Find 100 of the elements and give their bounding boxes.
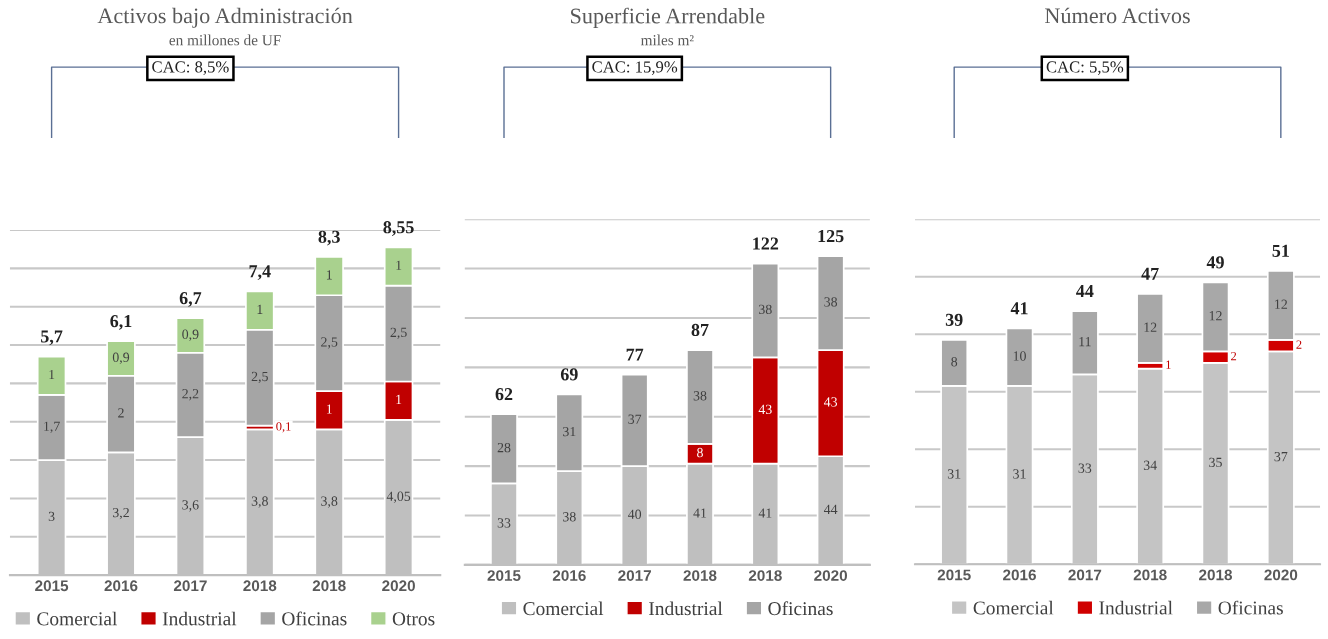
legend-label: Otros xyxy=(392,612,435,626)
total-label: 8,55 xyxy=(383,221,414,236)
data-label: 37 xyxy=(628,414,642,424)
data-label: 0,1 xyxy=(276,422,291,433)
data-label: 35 xyxy=(1209,457,1222,468)
data-label: 10 xyxy=(1013,351,1026,361)
data-label: 1,7 xyxy=(44,421,60,433)
chart-subtitle: miles m² xyxy=(640,34,694,46)
x-tick-label: 2016 xyxy=(1003,569,1036,581)
total-label: 6,7 xyxy=(179,292,202,307)
data-label: 11 xyxy=(1079,336,1091,347)
data-label: 2 xyxy=(118,408,124,418)
total-label: 8,3 xyxy=(318,230,340,246)
data-label: 2 xyxy=(1231,351,1237,361)
data-label: 1 xyxy=(1166,360,1171,369)
x-tick-label: 2015 xyxy=(487,570,521,581)
x-tick-label: 2015 xyxy=(35,580,69,592)
x-tick-label: 2016 xyxy=(104,580,138,592)
total-label: 44 xyxy=(1076,285,1094,297)
data-label: 3,8 xyxy=(321,496,338,508)
total-label: 122 xyxy=(753,237,779,250)
legend-label: Industrial xyxy=(162,611,237,626)
data-label: 2,2 xyxy=(182,389,199,401)
x-tick-label: 2018 xyxy=(243,580,277,592)
data-label: 41 xyxy=(758,508,772,518)
data-label: 4,05 xyxy=(386,491,411,503)
data-label: 8 xyxy=(951,357,958,367)
total-label: 49 xyxy=(1206,256,1224,269)
data-label: 31 xyxy=(1013,469,1026,479)
data-label: 3,6 xyxy=(182,500,199,512)
x-tick-label: 2020 xyxy=(814,570,848,581)
total-label: 62 xyxy=(495,388,513,401)
data-label: 12 xyxy=(1275,299,1288,309)
x-tick-label: 2016 xyxy=(552,570,586,581)
total-label: 7,4 xyxy=(249,265,271,280)
chart-subtitle: en millones de UF xyxy=(169,34,281,46)
data-label: 12 xyxy=(1209,311,1222,321)
total-label: 125 xyxy=(818,230,844,243)
total-label: 41 xyxy=(1010,302,1028,315)
legend-label: Industrial xyxy=(1099,600,1173,615)
total-label: 51 xyxy=(1272,244,1289,257)
data-label: 28 xyxy=(497,442,511,453)
data-label: 2,5 xyxy=(251,371,268,384)
text: CAC: 15,9% xyxy=(592,61,678,75)
total-label: 47 xyxy=(1141,267,1159,280)
data-label: 37 xyxy=(1274,451,1288,462)
data-label: 44 xyxy=(823,504,838,514)
data-label: 38 xyxy=(759,304,772,315)
x-tick-label: 2018 xyxy=(1133,569,1167,581)
data-label: 0,9 xyxy=(182,329,199,341)
total-label: 39 xyxy=(945,313,963,326)
data-label: 1 xyxy=(396,260,402,270)
x-tick-label: 2017 xyxy=(173,580,207,592)
data-label: 34 xyxy=(1143,460,1157,470)
total-label: 77 xyxy=(626,348,644,361)
data-label: 41 xyxy=(693,508,707,518)
x-tick-label: 2018 xyxy=(748,570,782,581)
data-label: 3,8 xyxy=(251,496,268,508)
data-label: 1 xyxy=(257,304,263,314)
data-label: 3,2 xyxy=(112,507,129,520)
data-label: 43 xyxy=(823,397,838,407)
x-tick-label: 2015 xyxy=(937,569,971,581)
data-label: 1 xyxy=(326,404,332,414)
x-tick-label: 2018 xyxy=(312,580,346,592)
x-tick-label: 2020 xyxy=(1264,569,1298,581)
data-label: 3 xyxy=(48,511,55,522)
data-label: 2 xyxy=(1296,340,1302,349)
data-label: 33 xyxy=(497,518,511,528)
data-label: 8 xyxy=(697,447,703,458)
data-label: 1 xyxy=(49,369,55,380)
chart-title: Número Activos xyxy=(1045,7,1190,24)
data-label: 12 xyxy=(1144,322,1157,332)
data-label: 0,9 xyxy=(112,352,130,364)
legend-label: Oficinas xyxy=(1218,600,1283,615)
x-tick-label: 2017 xyxy=(618,570,651,581)
legend-label: Oficinas xyxy=(282,611,347,626)
data-label: 33 xyxy=(1078,463,1092,473)
total-label: 6,1 xyxy=(110,315,132,330)
x-tick-label: 2018 xyxy=(683,570,717,581)
chart-title: Activos bajo Administración xyxy=(97,7,353,28)
legend-label: Oficinas xyxy=(768,601,833,616)
x-tick-label: 2018 xyxy=(1199,569,1233,581)
data-label: 43 xyxy=(758,404,772,415)
data-label: 38 xyxy=(563,512,576,522)
total-label: 69 xyxy=(560,368,578,381)
total-label: 87 xyxy=(691,323,709,337)
data-label: 38 xyxy=(824,297,838,307)
text: CAC: 8,5% xyxy=(152,61,229,75)
legend-label: Industrial xyxy=(649,601,723,616)
chart-title: Superficie Arrendable xyxy=(571,7,765,29)
data-label: 2,5 xyxy=(390,327,407,340)
data-label: 31 xyxy=(947,469,961,479)
x-tick-label: 2017 xyxy=(1068,569,1102,581)
x-tick-label: 2020 xyxy=(382,580,415,592)
data-label: 1 xyxy=(396,394,402,404)
total-label: 5,7 xyxy=(41,330,63,346)
data-label: 2,5 xyxy=(321,337,338,349)
text: CAC: 5,5% xyxy=(1046,61,1124,75)
legend-label: Comercial xyxy=(523,601,604,616)
series-label: Comercial xyxy=(973,600,1054,615)
